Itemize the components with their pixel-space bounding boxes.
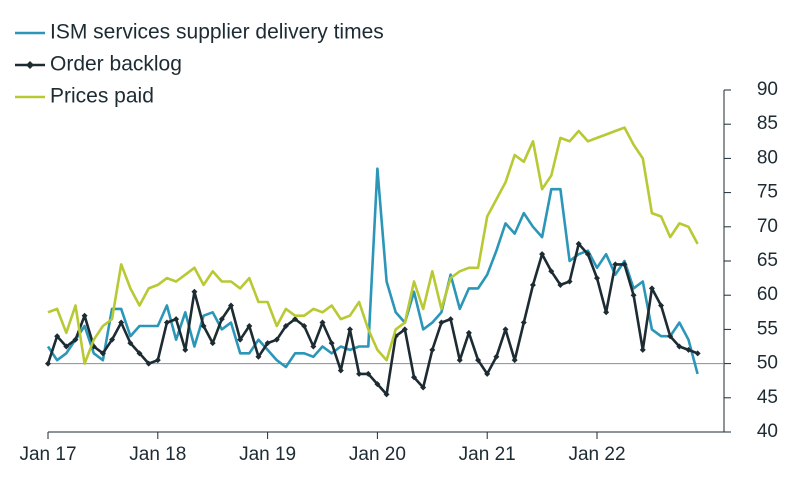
series-marker [658,302,665,309]
series-marker [548,268,555,275]
series-marker [136,350,143,357]
series-marker [475,357,482,364]
y-tick-label: 85 [757,113,778,134]
series-line [46,167,699,375]
series-marker [575,240,582,247]
series-marker [292,316,299,323]
series-marker [465,329,472,336]
series-marker [648,285,655,292]
series-marker [191,288,198,295]
x-tick-label: Jan 20 [349,444,406,465]
series-marker [209,340,216,347]
series-marker [447,316,454,323]
series-marker [557,281,564,288]
y-tick-label: 50 [757,353,778,374]
series-marker [630,292,637,299]
series-marker [456,357,463,364]
series-marker [228,302,234,309]
series-marker [346,326,353,333]
y-tick-label: 90 [757,79,778,100]
series-marker [484,370,491,377]
y-tick-label: 40 [757,421,778,442]
legend-label: ISM services supplier delivery times [50,21,384,44]
series-marker [182,346,189,353]
series-marker [173,316,180,323]
series-line [47,126,699,365]
series-marker [621,261,628,268]
series-marker [54,333,61,340]
series-marker [639,346,646,353]
series-marker [584,251,591,258]
series-marker [319,319,326,326]
y-tick-label: 80 [757,147,778,168]
series-marker [502,326,509,333]
series-marker [612,261,619,268]
series-marker [81,312,88,319]
x-tick-label: Jan 18 [129,444,186,465]
series-marker [273,336,280,343]
series-marker [603,309,610,316]
series-marker [694,350,701,357]
series-marker [493,353,500,360]
series-marker [685,346,692,353]
series-marker [520,319,527,326]
series-marker [667,333,674,340]
series-marker [63,343,70,350]
x-tick-label: Jan 17 [19,444,76,465]
series-marker [218,316,225,323]
series-marker [99,350,106,357]
series-marker [594,275,600,282]
y-tick-label: 45 [757,387,778,408]
series-marker [264,340,271,347]
legend-label: Order backlog [50,53,182,76]
series-marker [118,319,125,326]
series-marker [383,391,390,398]
x-tick-label: Jan 22 [568,444,625,465]
series-marker [237,336,244,343]
series-marker [374,381,381,388]
series-marker [356,370,363,377]
series-marker [328,340,335,347]
y-tick-label: 60 [757,284,778,305]
series-marker [337,367,344,374]
series-marker [72,336,79,343]
y-tick-label: 65 [757,250,778,271]
series-marker [429,346,436,353]
series-marker [301,322,308,329]
series-marker [154,357,161,364]
series-marker [200,322,207,329]
series-marker [365,370,372,377]
y-tick-label: 55 [757,318,778,339]
series-marker [109,336,116,343]
series-marker [511,357,518,364]
series-marker [282,322,289,329]
x-tick-label: Jan 21 [459,444,516,465]
series-marker [566,278,573,285]
y-tick-label: 75 [757,182,778,203]
series-marker [127,340,134,347]
x-tick-label: Jan 19 [239,444,296,465]
series-marker [539,251,546,258]
series-marker [438,319,445,326]
series-marker [401,326,408,333]
series-marker [411,374,417,381]
series-marker [529,281,536,288]
series-marker [45,360,51,367]
series-marker [246,322,253,329]
legend-label: Prices paid [50,85,154,108]
series-marker [163,319,170,326]
series-marker [676,343,683,350]
series-marker [420,384,427,391]
series-marker [255,353,262,360]
y-tick-label: 70 [757,216,778,237]
legend-marker [26,61,34,69]
series-marker [145,360,152,367]
series-marker [310,343,317,350]
